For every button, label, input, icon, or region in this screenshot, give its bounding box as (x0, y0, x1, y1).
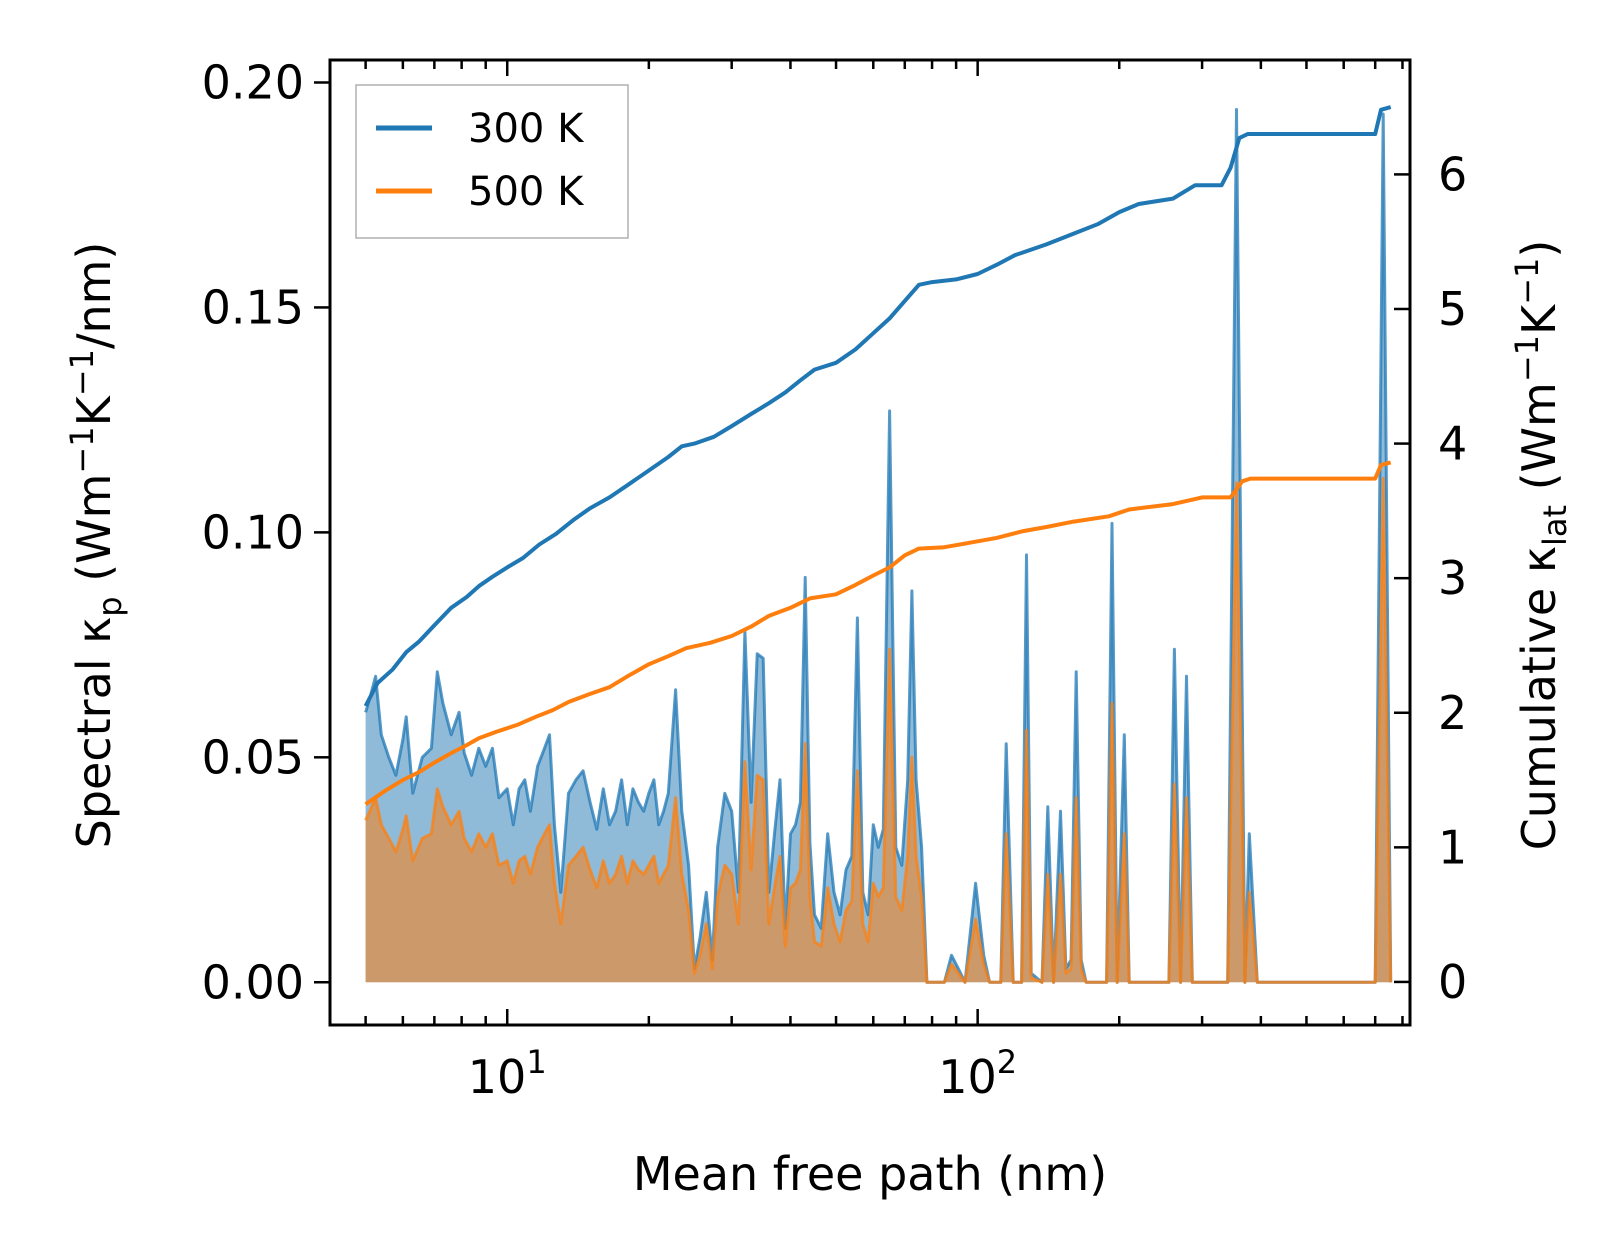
y-axis-left-title: Spectral κp (Wm−1K−1/nm) (63, 242, 129, 849)
spectral-area-500k (365, 478, 1391, 983)
y-right-tick-label: 6 (1438, 147, 1467, 201)
x-axis-title: Mean free path (nm) (633, 1147, 1107, 1201)
y-right-tick-label: 1 (1438, 820, 1467, 874)
plot-data (363, 105, 1393, 984)
y-right-tick-label: 2 (1438, 686, 1467, 740)
y-left-tick-label: 0.10 (202, 505, 304, 559)
legend-label-300k: 300 K (468, 106, 585, 152)
axis-ticks: 101 102 0.00 0.05 0.10 0.15 0.20 0 1 2 3 4 5 6 (202, 55, 1468, 1104)
y-left-tick-label: 0.00 (202, 955, 304, 1009)
y-left-tick-label: 0.15 (202, 280, 304, 334)
plot-frame (328, 58, 1412, 1027)
y-left-tick-label: 0.05 (202, 730, 304, 784)
x-tick-label: 101 (468, 1043, 547, 1104)
y-right-tick-label: 5 (1438, 282, 1467, 336)
cumulative-line-300k (363, 105, 1392, 707)
legend-label-500k: 500 K (468, 169, 585, 215)
cumulative-line-500k (364, 460, 1392, 806)
x-tick-label: 102 (938, 1043, 1017, 1104)
y-right-tick-label: 0 (1438, 955, 1467, 1009)
y-axis-right-title: Cumulative κlat (Wm−1K−1) (1508, 240, 1574, 851)
spectral-line-500k (364, 476, 1393, 984)
legend: 300 K 500 K (355, 84, 629, 239)
legend-box (355, 84, 629, 239)
y-right-tick-label: 3 (1438, 551, 1467, 605)
y-left-tick-label: 0.20 (202, 55, 304, 109)
y-right-tick-label: 4 (1438, 417, 1467, 471)
